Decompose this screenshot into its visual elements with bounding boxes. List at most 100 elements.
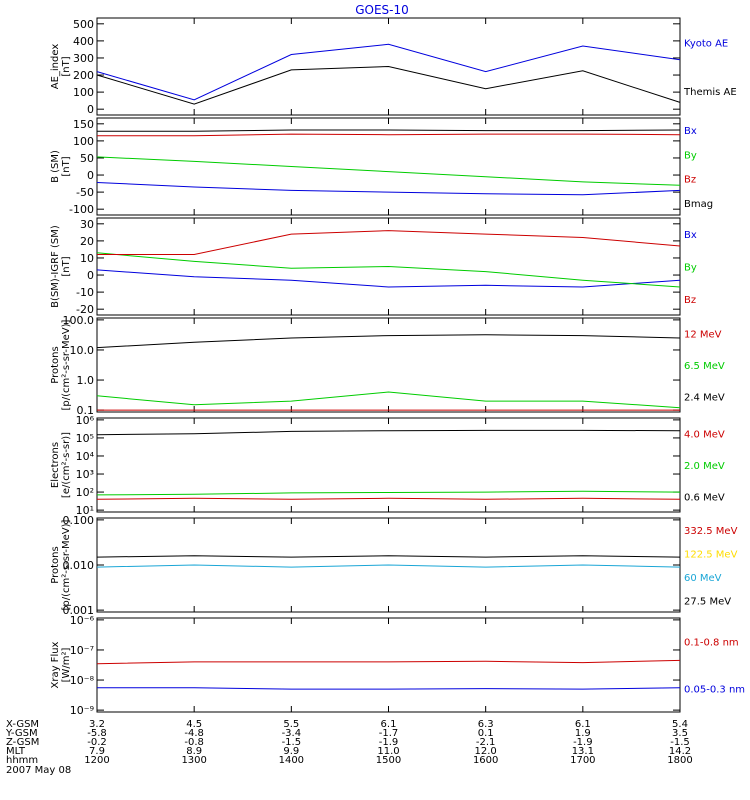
footer-value: 14.2	[669, 746, 691, 757]
y-tick-label: 1.0	[77, 374, 95, 387]
footer-value: 1.9	[575, 728, 591, 739]
legend-label: Bz	[684, 295, 696, 306]
y-tick-label: 10.0	[70, 344, 95, 357]
legend-label: Themis AE	[683, 87, 737, 98]
y-tick-label: 0	[87, 103, 94, 116]
series-line-27-5-mev	[96, 555, 681, 558]
series-line-2-4-mev	[96, 334, 681, 349]
legend-label: 0.6 MeV	[684, 492, 725, 503]
footer-value: 1400	[279, 755, 304, 766]
panel-4: 0.1 1.0 10.0 100.0 Protons [p/(cm²-s-sr-MeV)]…	[50, 314, 725, 417]
y-axis-label: Electrons	[50, 442, 61, 488]
panel-frame	[96, 117, 681, 216]
series-line-themis-ae	[96, 65, 681, 105]
legend-label: 0.1-0.8 nm	[684, 638, 739, 649]
y-axis-label: Protons	[50, 346, 61, 383]
y-tick-label: 10⁻⁷	[70, 644, 94, 657]
y-tick-label: 0	[87, 269, 94, 282]
legend-label: 12 MeV	[684, 330, 722, 341]
y-tick-label: 50	[80, 152, 94, 165]
panel-5: 10¹ 10² 10³ 10⁴ 10⁵ 10⁶ Electrons [e/(cm²-s-sr)…	[50, 414, 725, 517]
footer-value: 5.5	[283, 719, 299, 730]
panel-6: 0.001 0.010 0.100 Protons [p/(cm²-s-sr-MeV)]…	[50, 514, 738, 617]
footer-value: 6.1	[381, 719, 397, 730]
panel-3: -20 -10 0 10 20 30 B(SM)-IGRF (SM) [nT] Bx By Bz	[50, 217, 697, 316]
series-line-bmag	[97, 129, 681, 132]
footer-value: -1.9	[379, 737, 399, 748]
series-line-kyoto-ae	[96, 43, 681, 101]
footer-value: -4.8	[184, 728, 204, 739]
footer-value: -3.4	[282, 728, 302, 739]
series-line-bz	[97, 230, 681, 255]
panel-frame	[96, 317, 681, 413]
y-axis-label: [W/m²]	[61, 647, 72, 682]
footer-row-label: Y-GSM	[5, 728, 38, 739]
footer-value: 3.2	[89, 719, 105, 730]
legend-label: Bz	[684, 175, 696, 186]
footer-row-label: hhmm	[6, 755, 38, 766]
footer-value: -1.5	[670, 737, 690, 748]
y-axis-label: Xray Flux	[50, 641, 61, 688]
y-tick-label: 20	[80, 235, 94, 248]
footer-value: -1.7	[379, 728, 399, 739]
series-line-bx	[96, 269, 681, 288]
y-tick-label: 300	[73, 52, 94, 65]
legend-label: 4.0 MeV	[684, 430, 725, 441]
y-tick-label: -100	[69, 203, 94, 216]
y-tick-label: 10⁵	[76, 432, 94, 445]
y-tick-label: 10⁻⁸	[70, 674, 95, 687]
footer-value: -5.8	[87, 728, 107, 739]
legend-label: 2.4 MeV	[684, 392, 725, 403]
footer-value: 13.1	[572, 746, 594, 757]
legend-label: Kyoto AE	[684, 38, 728, 49]
legend-label: Bx	[684, 126, 697, 137]
series-line-0-05-0-3-nm	[97, 687, 681, 690]
footer-value: 1200	[84, 755, 109, 766]
y-axis-label: [nT]	[61, 156, 72, 176]
y-tick-label: 10	[80, 252, 94, 265]
y-axis-label: [nT]	[61, 56, 72, 76]
y-tick-label: 10⁴	[76, 450, 95, 463]
series-line-by	[96, 252, 681, 288]
y-axis-label: [nT]	[61, 256, 72, 276]
legend-label: Bmag	[684, 199, 713, 210]
footer-value: 1700	[570, 755, 595, 766]
footer-value: -2.1	[476, 737, 496, 748]
y-tick-label: -20	[76, 303, 94, 316]
y-axis-label: AE_index	[50, 44, 61, 90]
footer-value: -1.9	[573, 737, 593, 748]
series-line-60-mev	[96, 564, 681, 568]
footer-row-label: MLT	[6, 746, 26, 757]
y-axis-label: Protons	[50, 546, 61, 583]
series-line-0-1-0-8-nm	[96, 659, 681, 665]
footer-row-label: 2007 May 08	[6, 765, 71, 776]
y-tick-label: 100	[73, 135, 94, 148]
y-tick-label: 0.100	[63, 514, 95, 527]
y-tick-label: 400	[73, 35, 94, 48]
panel-7: 10⁻⁹ 10⁻⁸ 10⁻⁷ 10⁻⁶ Xray Flux [W/m²] 0.1-0.8 n…	[50, 614, 745, 717]
y-tick-label: 10⁻⁹	[70, 704, 94, 717]
y-tick-label: 200	[73, 69, 94, 82]
y-tick-label: 30	[80, 218, 94, 231]
y-tick-label: 10²	[76, 486, 94, 499]
y-tick-label: 500	[73, 18, 94, 31]
panel-frame	[96, 617, 681, 713]
footer-value: 1600	[473, 755, 498, 766]
footer-value: 3.5	[672, 728, 688, 739]
footer-value: 1500	[376, 755, 401, 766]
footer-value: 9.9	[283, 746, 299, 757]
y-tick-label: 0.010	[63, 559, 95, 572]
y-axis-label: [p/(cm²-s-sr-MeV)]	[61, 519, 72, 610]
y-tick-label: 150	[73, 118, 94, 131]
y-tick-label: -10	[76, 286, 94, 299]
series-line-by	[96, 156, 681, 186]
footer-value: -1.5	[282, 737, 302, 748]
series-line-0-6-mev	[96, 429, 681, 436]
footer-value: 7.9	[89, 746, 105, 757]
y-axis-label: [e/(cm²-s-sr)]	[61, 432, 72, 498]
footer-value: 6.1	[575, 719, 591, 730]
legend-label: 6.5 MeV	[684, 361, 725, 372]
footer-value: 0.1	[478, 728, 494, 739]
footer-value: 8.9	[186, 746, 202, 757]
legend-label: 60 MeV	[684, 573, 722, 584]
